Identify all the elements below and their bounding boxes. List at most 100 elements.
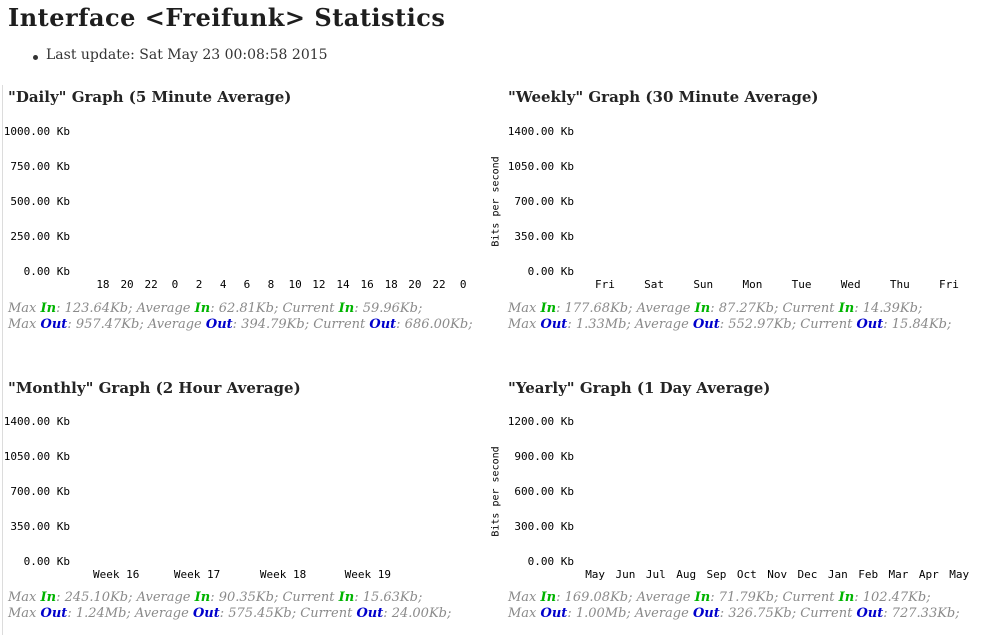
graph-title-weekly: "Weekly" Graph (30 Minute Average) — [508, 88, 819, 106]
out-label: Out — [856, 317, 884, 332]
monthly-stats: Max In: 245.10Kb; Average In: 90.35Kb; C… — [8, 590, 451, 622]
y-axis-label: 350.00 Kb — [10, 520, 70, 533]
x-axis-label: Week 17 — [173, 568, 221, 581]
x-axis-label: Jan — [827, 568, 848, 581]
stats-text: : 1.00Mb; Average — [567, 606, 693, 621]
x-axis-label: Fri — [595, 278, 615, 291]
y-axis-label: 1050.00 Kb — [3, 450, 70, 463]
y-axis-label: 700.00 Kb — [514, 195, 574, 208]
bits-per-second-label: Bits per second — [490, 156, 502, 247]
y-axis-label: 700.00 Kb — [10, 485, 70, 498]
x-axis-label: 4 — [219, 278, 227, 291]
x-axis-label: 18 — [384, 278, 398, 291]
stats-text: : 394.79Kb; Current — [232, 317, 370, 332]
x-axis-label: 8 — [267, 278, 275, 291]
x-axis-label: 0 — [171, 278, 179, 291]
y-axis-label: 1400.00 Kb — [507, 125, 574, 138]
x-axis-label: 20 — [408, 278, 422, 291]
in-label: In — [838, 301, 855, 316]
in-label: In — [40, 301, 57, 316]
y-axis-label: 0.00 Kb — [23, 265, 70, 278]
stats-out-line: Max Out: 1.24Mb; Average Out: 575.45Kb; … — [8, 606, 451, 622]
stats-text: : 14.39Kb; — [854, 301, 923, 316]
x-axis-label: 12 — [312, 278, 326, 291]
stats-in-line: Max In: 245.10Kb; Average In: 90.35Kb; C… — [8, 590, 451, 606]
y-axis-label: 1200.00 Kb — [507, 415, 574, 428]
out-label: Out — [356, 606, 384, 621]
x-axis-label: 6 — [243, 278, 251, 291]
daily-stats: Max In: 123.64Kb; Average In: 62.81Kb; C… — [8, 301, 473, 333]
graph-title-daily: "Daily" Graph (5 Minute Average) — [8, 88, 292, 106]
out-label: Out — [540, 317, 568, 332]
stats-text: : 15.63Kb; — [354, 590, 423, 605]
x-axis-label: Nov — [767, 568, 788, 581]
x-axis-label: Mar — [888, 568, 909, 581]
stats-in-line: Max In: 123.64Kb; Average In: 62.81Kb; C… — [8, 301, 473, 317]
stats-out-line: Max Out: 957.47Kb; Average Out: 394.79Kb… — [8, 317, 473, 333]
bits-per-second-label: Bits per second — [490, 446, 502, 537]
stats-text: : 575.45Kb; Current — [219, 606, 357, 621]
out-label: Out — [40, 317, 68, 332]
stats-in-line: Max In: 177.68Kb; Average In: 87.27Kb; C… — [508, 301, 951, 317]
weekly-stats: Max In: 177.68Kb; Average In: 87.27Kb; C… — [508, 301, 951, 333]
stats-out-line: Max Out: 1.33Mb; Average Out: 552.97Kb; … — [508, 317, 951, 333]
x-axis-label: Dec — [797, 568, 818, 581]
stats-text: : 87.27Kb; Current — [710, 301, 839, 316]
stats-text: : 62.81Kb; Current — [210, 301, 339, 316]
stats-text: : 177.68Kb; Average — [556, 301, 695, 316]
stats-in-line: Max In: 169.08Kb; Average In: 71.79Kb; C… — [508, 590, 960, 606]
page-left-border — [2, 85, 3, 635]
x-axis-label: Sep — [706, 568, 727, 581]
in-label: In — [338, 301, 355, 316]
out-label: Out — [856, 606, 884, 621]
stats-text: : 1.33Mb; Average — [567, 317, 693, 332]
in-label: In — [194, 590, 211, 605]
y-axis-label: 600.00 Kb — [514, 485, 574, 498]
graph-title-monthly: "Monthly" Graph (2 Hour Average) — [8, 379, 301, 397]
x-axis-label: 22 — [432, 278, 446, 291]
in-label: In — [540, 301, 557, 316]
stats-text: : 24.00Kb; — [383, 606, 452, 621]
stats-text: Max — [508, 590, 541, 605]
x-axis-label: May — [949, 568, 970, 581]
x-axis-label: Week 16 — [92, 568, 140, 581]
in-label: In — [194, 301, 211, 316]
stats-text: Max — [8, 317, 41, 332]
stats-text: : 245.10Kb; Average — [56, 590, 195, 605]
x-axis-label: Jul — [645, 568, 666, 581]
x-axis-label: Mon — [742, 278, 763, 291]
x-axis-label: 0 — [459, 278, 467, 291]
x-axis-label: May — [585, 568, 606, 581]
out-label: Out — [192, 606, 220, 621]
y-axis-label: 0.00 Kb — [527, 555, 574, 568]
stats-text: Max — [8, 590, 41, 605]
in-label: In — [40, 590, 57, 605]
bullet-point — [33, 55, 38, 60]
in-label: In — [694, 590, 711, 605]
x-axis-label: 20 — [120, 278, 134, 291]
stats-text: : 123.64Kb; Average — [56, 301, 195, 316]
stats-text: : 957.47Kb; Average — [67, 317, 206, 332]
stats-out-line: Max Out: 1.00Mb; Average Out: 326.75Kb; … — [508, 606, 960, 622]
y-axis-label: 1400.00 Kb — [3, 415, 70, 428]
stats-text: Max — [508, 606, 541, 621]
out-label: Out — [40, 606, 68, 621]
out-label: Out — [205, 317, 233, 332]
x-axis-label: Jun — [615, 568, 636, 581]
stats-text: Max — [508, 317, 541, 332]
y-axis-label: 1000.00 Kb — [3, 125, 70, 138]
stats-text: : 15.84Kb; — [883, 317, 952, 332]
x-axis-label: 2 — [195, 278, 203, 291]
x-axis-label: Wed — [840, 278, 861, 291]
out-label: Out — [692, 606, 720, 621]
out-label: Out — [692, 317, 720, 332]
y-axis-label: 0.00 Kb — [527, 265, 574, 278]
y-axis-label: 750.00 Kb — [10, 160, 70, 173]
last-update-text: Last update: Sat May 23 00:08:58 2015 — [46, 47, 328, 63]
x-axis-label: 14 — [336, 278, 350, 291]
stats-text: Max — [8, 606, 41, 621]
out-label: Out — [369, 317, 397, 332]
stats-text: : 552.97Kb; Current — [719, 317, 857, 332]
out-label: Out — [540, 606, 568, 621]
x-axis-label: Fri — [939, 278, 959, 291]
